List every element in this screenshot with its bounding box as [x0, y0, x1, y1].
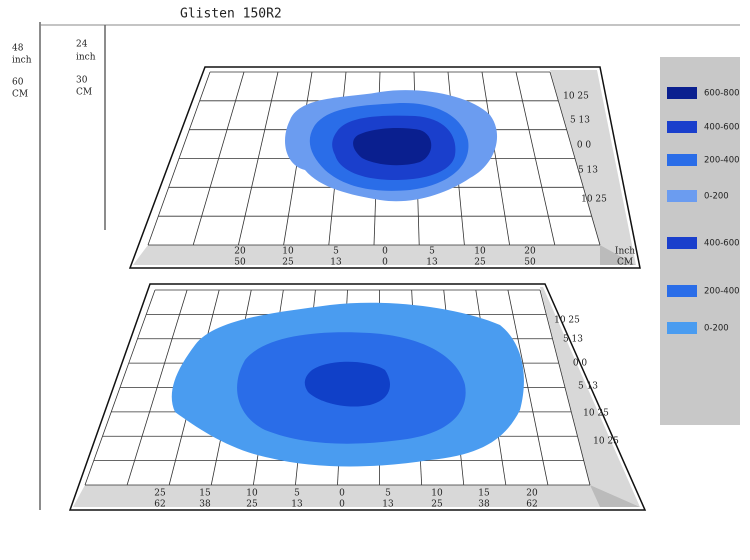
- side-label: 10 25: [581, 195, 607, 205]
- x-label: 25: [154, 489, 166, 499]
- side-label: CM: [12, 90, 28, 100]
- legend-swatch: [667, 87, 697, 99]
- x-label: 0: [339, 500, 345, 510]
- title: Glisten 150R2: [180, 7, 282, 22]
- side-label: 60: [12, 78, 24, 88]
- legend-label: 600-800: [704, 89, 740, 99]
- x-label: 62: [154, 500, 165, 510]
- side-label: 48: [12, 44, 24, 54]
- panel: [68, 283, 647, 511]
- x-label: 5: [429, 247, 435, 257]
- side-strip: [540, 287, 640, 507]
- legend-swatch: [667, 190, 697, 202]
- unit-label: CM: [617, 258, 633, 268]
- unit-label: Inch: [615, 247, 635, 257]
- side-label: 5 13: [570, 116, 590, 126]
- x-label: 13: [382, 500, 394, 510]
- corner: [590, 485, 640, 507]
- labels: 48inch60CM24inch30CM20501025513005131025…: [12, 40, 635, 510]
- legend-swatch: [667, 322, 697, 334]
- contour: [353, 127, 432, 166]
- side-label: 10 25: [563, 92, 589, 102]
- panel: [128, 66, 641, 269]
- legend-swatch: [667, 154, 697, 166]
- x-label: 38: [478, 500, 490, 510]
- side-label: 0 0: [577, 141, 592, 151]
- x-label: 25: [246, 500, 258, 510]
- legend-label: 200-400: [704, 287, 740, 297]
- legend-label: 400-600: [704, 123, 740, 133]
- x-label: 0: [339, 489, 345, 499]
- legend-label: 200-400: [704, 156, 740, 166]
- side-label: 30: [76, 76, 88, 86]
- x-label: 20: [234, 247, 246, 257]
- x-label: 50: [234, 258, 246, 268]
- legend-label: 0-200: [704, 192, 729, 202]
- contour: [304, 361, 390, 407]
- x-label: 25: [431, 500, 443, 510]
- legend: 600-800 400-600 200-400 0-200 400-600 200-400…: [667, 87, 740, 334]
- x-label: 15: [199, 489, 211, 499]
- side-strip: [550, 70, 636, 265]
- x-label: 13: [330, 258, 342, 268]
- x-label: 50: [524, 258, 536, 268]
- side-label: 5 13: [578, 382, 598, 392]
- legend-swatch: [667, 121, 697, 133]
- x-label: 25: [282, 258, 294, 268]
- x-label: 0: [382, 258, 388, 268]
- x-label: 13: [426, 258, 438, 268]
- legend-label: 0-200: [704, 324, 729, 334]
- x-label: 10: [246, 489, 258, 499]
- x-label: 25: [474, 258, 486, 268]
- x-label: 15: [478, 489, 490, 499]
- side-label: inch: [12, 56, 32, 66]
- bottom-strip: [133, 245, 636, 265]
- side-label: 5 13: [563, 335, 583, 345]
- side-label: 24: [76, 40, 88, 50]
- side-label: inch: [76, 53, 96, 63]
- x-label: 10: [474, 247, 486, 257]
- side-label: 0 0: [573, 359, 588, 369]
- x-label: 5: [333, 247, 339, 257]
- x-label: 62: [526, 500, 537, 510]
- x-label: 38: [199, 500, 211, 510]
- x-label: 10: [431, 489, 443, 499]
- x-label: 10: [282, 247, 294, 257]
- side-label: CM: [76, 88, 92, 98]
- x-label: 20: [526, 489, 538, 499]
- x-label: 20: [524, 247, 536, 257]
- legend-swatch: [667, 285, 697, 297]
- bottom-strip: [73, 485, 640, 507]
- legend-label: 400-600: [704, 239, 740, 249]
- side-label: 10 25: [593, 437, 619, 447]
- side-label: 10 25: [554, 316, 580, 326]
- x-label: 5: [385, 489, 391, 499]
- x-label: 0: [382, 247, 388, 257]
- corner: [600, 245, 636, 265]
- x-label: 5: [294, 489, 300, 499]
- legend-swatch: [667, 237, 697, 249]
- side-label: 10 25: [583, 409, 609, 419]
- side-label: 5 13: [578, 166, 598, 176]
- x-label: 13: [291, 500, 303, 510]
